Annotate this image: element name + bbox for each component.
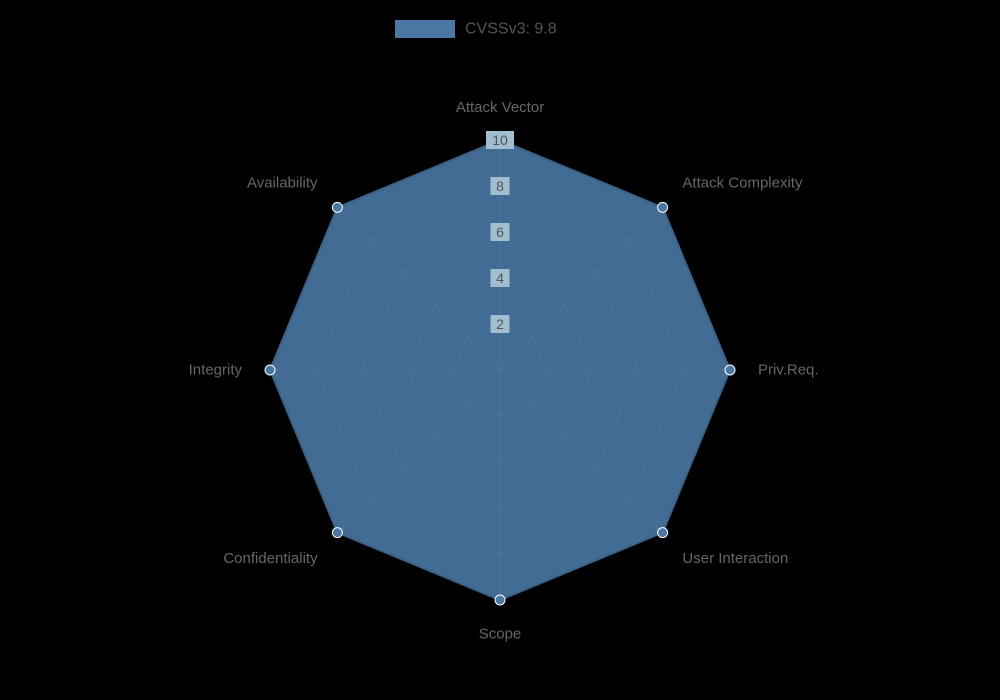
- axis-label: Availability: [247, 175, 318, 192]
- legend-label: CVSSv3: 9.8: [465, 21, 557, 38]
- axis-label: Integrity: [189, 362, 243, 379]
- tick-label: 10: [492, 132, 508, 148]
- legend-swatch: [395, 20, 455, 38]
- radar-chart: 2 4 6 8 10 Attack Vector Attack Complexity Priv…: [0, 0, 1000, 700]
- axis-label: Attack Complexity: [682, 175, 803, 192]
- tick-label: 2: [496, 316, 504, 332]
- tick-label: 8: [496, 178, 504, 194]
- axis-label: Priv.Req.: [758, 362, 819, 379]
- tick-label: 6: [496, 224, 504, 240]
- legend: CVSSv3: 9.8: [395, 20, 557, 38]
- axis-label: Attack Vector: [456, 99, 544, 116]
- tick-label: 4: [496, 270, 504, 286]
- axis-label: Confidentiality: [223, 550, 318, 567]
- axis-label: User Interaction: [682, 550, 788, 567]
- axis-label: Scope: [479, 625, 522, 642]
